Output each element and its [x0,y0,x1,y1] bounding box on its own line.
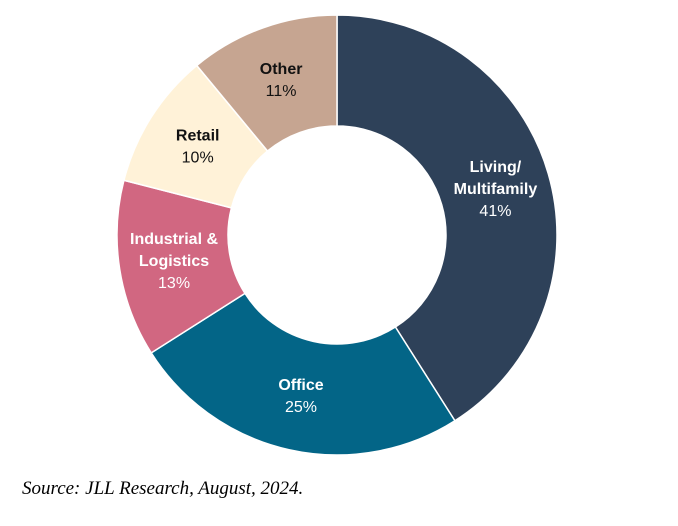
donut-chart: Living/Multifamily 41% Office 25% Industrial… [116,14,558,456]
slice-value-label: 11% [266,83,297,100]
donut-slice-living-multifamily [336,14,558,422]
slice-label: Industrial & Logistics 13% [130,231,218,292]
slice-label: Retail 10% [176,128,220,167]
slice-name: Logistics [139,253,209,270]
slice-value-label: 41% [479,203,511,220]
donut-slice-other [195,14,338,153]
slice-value-label: 13% [158,275,190,292]
slice-name: Living/ [470,159,522,176]
donut-slice-office [150,292,456,456]
source-caption: Source: JLL Research, August, 2024. [22,478,304,499]
slice-label: Office 25% [278,377,323,416]
slice-label: Other 11% [260,61,303,100]
slice-name: Retail [176,128,220,145]
slice-name: Industrial & [130,231,218,248]
slice-name: Other [260,61,303,78]
slice-value-label: 10% [182,150,214,167]
slice-name: Multifamily [454,181,538,198]
slice-label: Living/Multifamily 41% [454,159,538,220]
slice-value-label: 25% [285,399,317,416]
slice-name: Office [278,377,323,394]
